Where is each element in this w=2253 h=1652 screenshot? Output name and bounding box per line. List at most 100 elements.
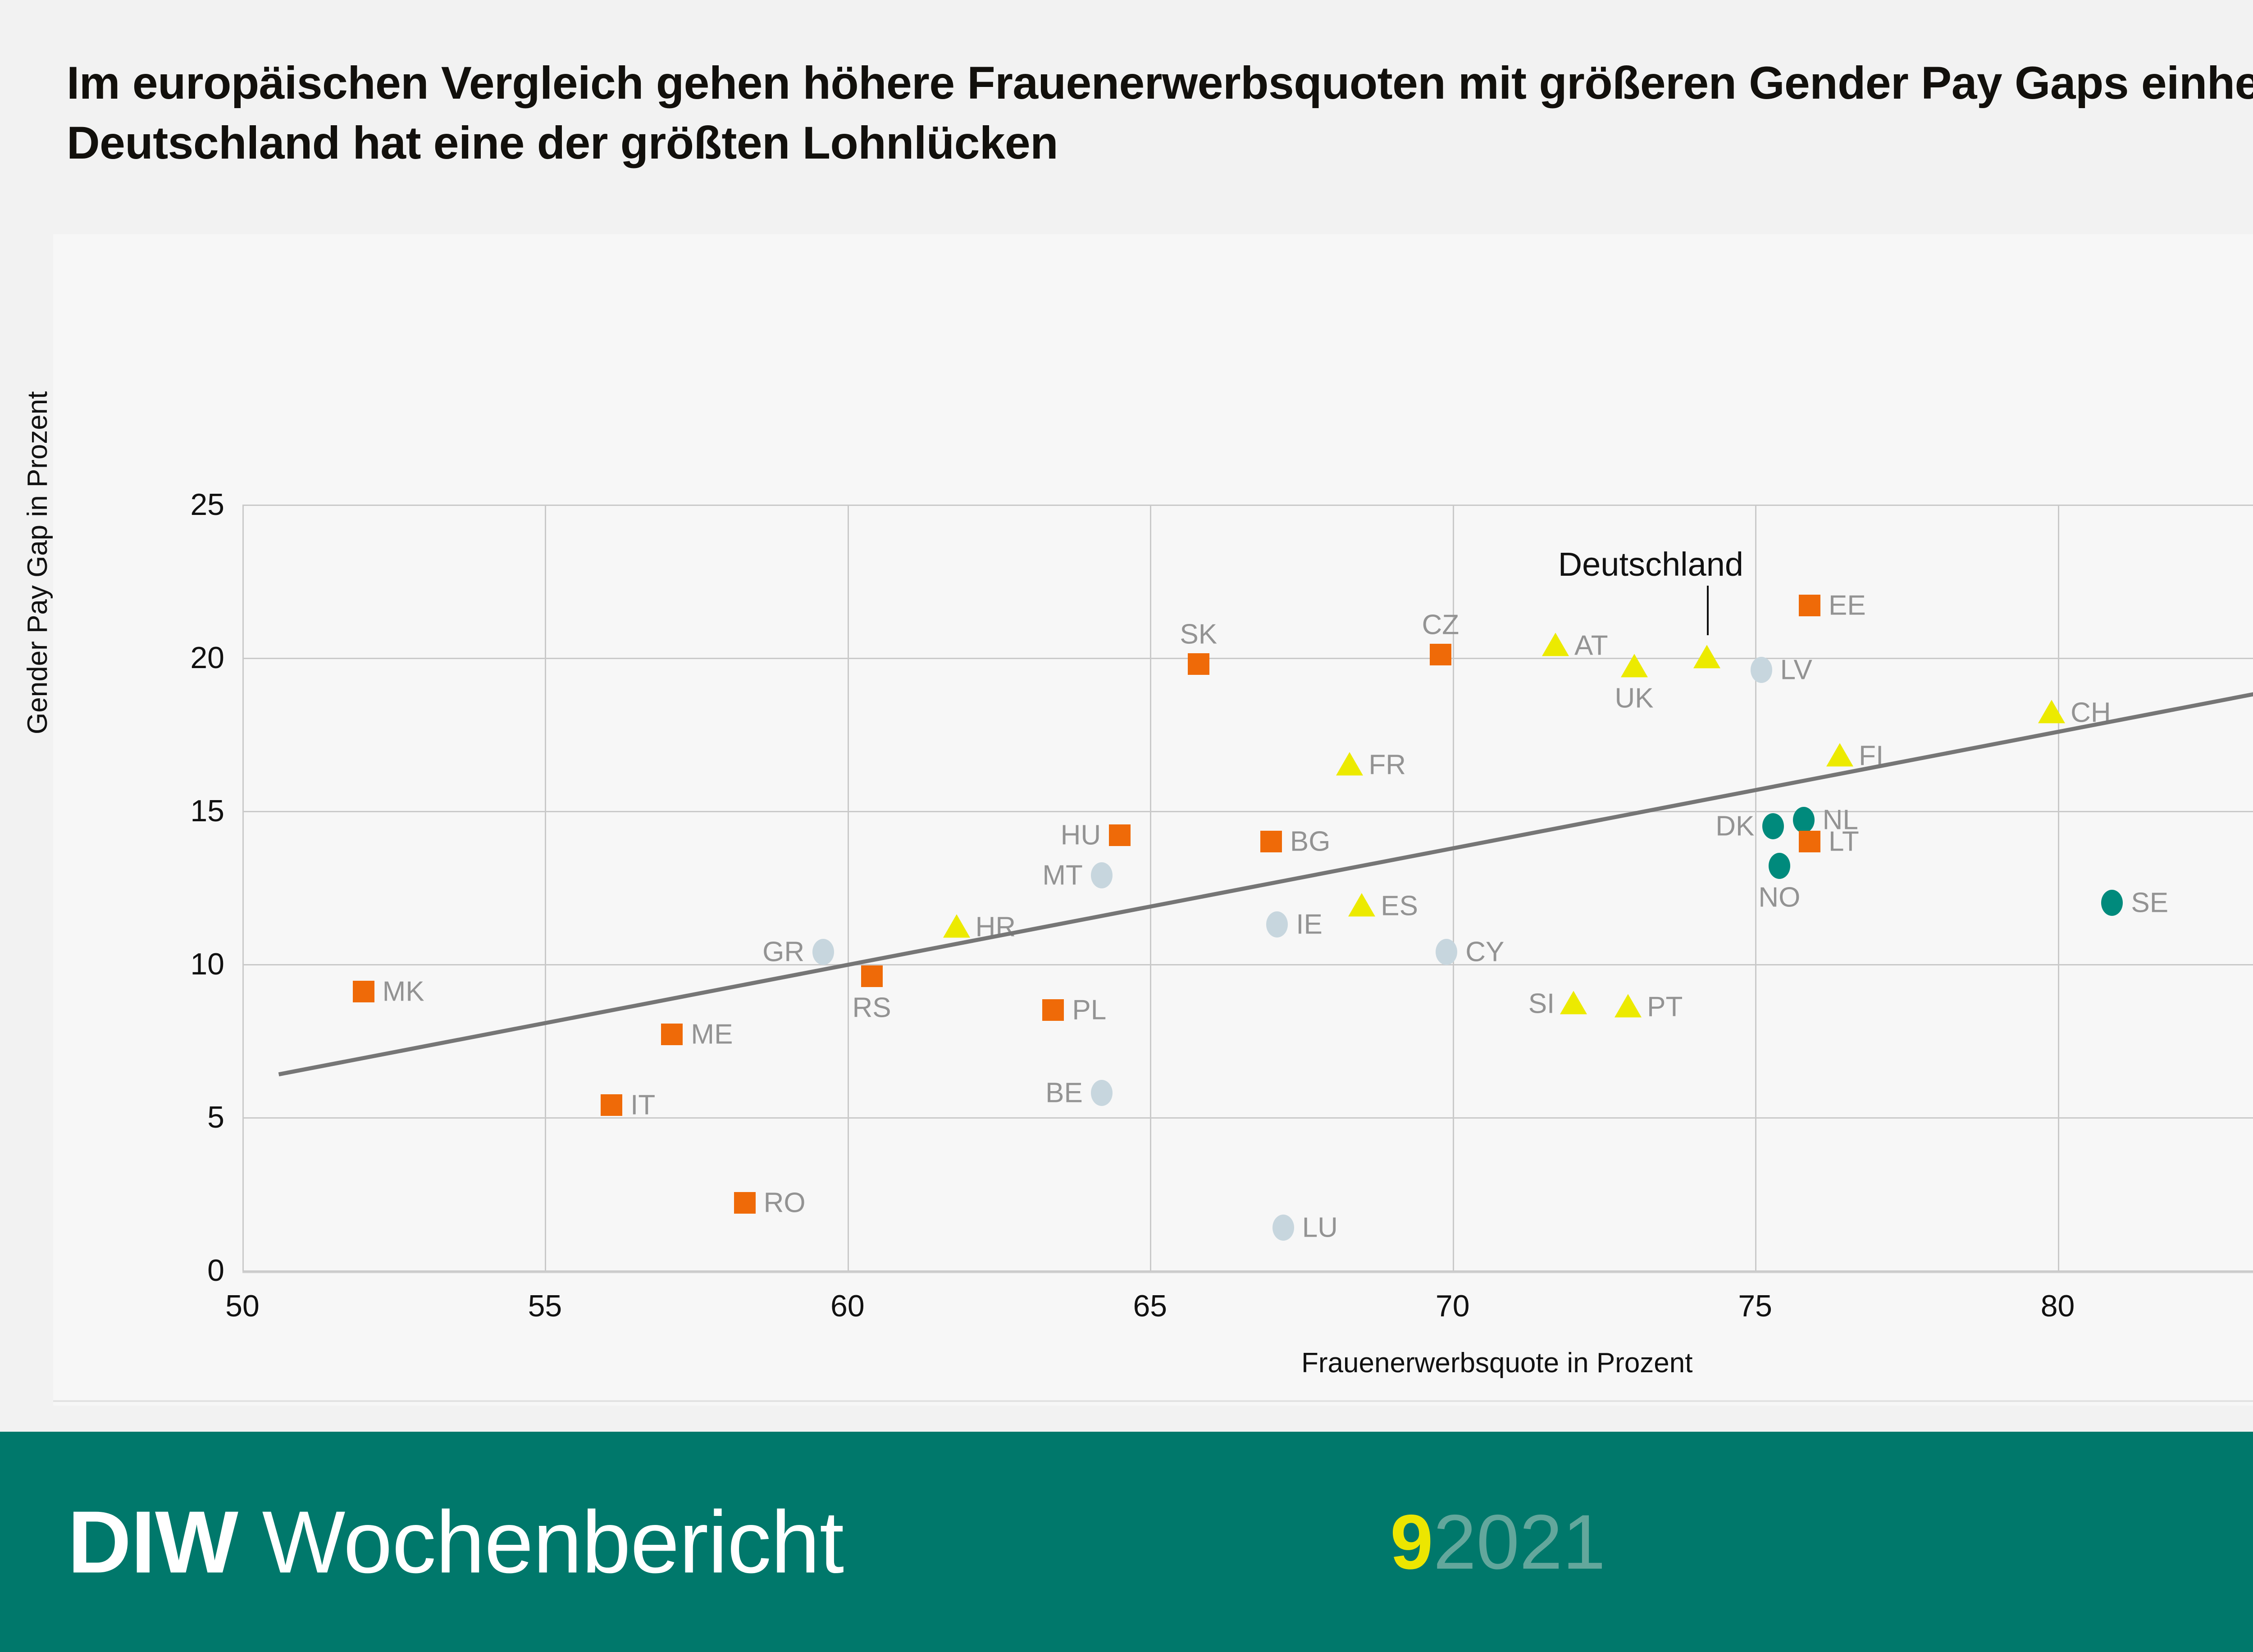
data-point-label-ro: RO	[763, 1187, 806, 1219]
data-point-ee	[1799, 595, 1820, 617]
y-axis-ticks: 0 5 10 15 20 25	[134, 487, 224, 1288]
data-point-ie	[1266, 911, 1288, 937]
x-tick-label: 75	[1738, 1289, 1772, 1323]
data-point-se	[2101, 890, 2123, 916]
footer-brand: DIW Wochenbericht	[68, 1491, 844, 1593]
data-point-be	[1090, 1079, 1113, 1106]
data-point-hu	[1109, 824, 1131, 846]
x-tick-label: 65	[1133, 1289, 1168, 1323]
data-point-mk	[352, 981, 374, 1003]
data-point-label-lv: LV	[1780, 654, 1812, 686]
data-point-lv	[1750, 657, 1772, 683]
data-point-label-cz: CZ	[1422, 609, 1459, 641]
x-tick-label: 80	[2040, 1289, 2075, 1323]
y-axis-label: Gender Pay Gap in Prozent	[22, 391, 53, 734]
data-point-label-nl: NL	[1822, 804, 1858, 836]
gridline-vertical	[1452, 505, 1454, 1270]
data-point-lu	[1272, 1214, 1294, 1241]
gridline-horizontal	[242, 1270, 2253, 1272]
data-point-label-se: SE	[2131, 887, 2169, 919]
deutschland-annotation-leader	[1706, 586, 1709, 635]
panel-divider	[53, 1400, 2253, 1402]
data-point-no	[1768, 853, 1790, 879]
gridline-horizontal	[242, 1117, 2253, 1119]
gridline-horizontal	[242, 505, 2253, 506]
data-point-gr	[812, 938, 835, 965]
issue-number: 9	[1390, 1498, 1433, 1585]
data-point-label-rs: RS	[852, 992, 891, 1024]
gridline-horizontal	[242, 658, 2253, 659]
footer-brand-rest: Wochenbericht	[238, 1493, 844, 1591]
data-point-bg	[1260, 831, 1282, 852]
data-point-pt	[1614, 994, 1642, 1018]
footer-brand-bold: DIW	[68, 1493, 238, 1591]
data-point-label-ee: EE	[1829, 590, 1866, 621]
data-point-es	[1348, 893, 1376, 917]
title-line-2: Deutschland hat eine der größten Lohnlüc…	[67, 117, 1058, 168]
x-axis-line	[242, 1270, 2253, 1273]
data-point-it	[601, 1094, 623, 1116]
data-point-label-gr: GR	[762, 936, 805, 968]
data-point-label-me: ME	[691, 1019, 733, 1050]
data-point-ch	[2038, 700, 2066, 724]
footer-bar: DIW Wochenbericht 92021 DIW BERLIN	[0, 1432, 2253, 1652]
deutschland-annotation-label: Deutschland	[1558, 546, 1744, 583]
y-tick-label: 10	[190, 947, 224, 981]
gridline-horizontal	[242, 964, 2253, 965]
data-point-lt	[1799, 831, 1820, 852]
gridline-vertical	[2057, 505, 2059, 1270]
x-tick-label: 60	[830, 1289, 865, 1323]
data-point-cy	[1436, 938, 1458, 965]
data-point-label-pt: PT	[1647, 991, 1683, 1023]
data-point-label-es: ES	[1381, 890, 1418, 922]
data-point-nl	[1792, 807, 1815, 833]
data-point-de	[1693, 645, 1720, 669]
data-point-label-ie: IE	[1296, 909, 1323, 940]
data-point-label-no: NO	[1758, 882, 1801, 913]
data-point-sk	[1187, 653, 1209, 675]
data-point-mt	[1090, 862, 1113, 888]
title-line-1: Im europäischen Vergleich gehen höhere F…	[67, 57, 2253, 109]
data-point-ro	[734, 1192, 756, 1214]
gridline-vertical	[545, 505, 547, 1270]
trend-line	[278, 692, 2253, 1077]
data-point-rs	[861, 965, 883, 988]
data-point-label-lu: LU	[1302, 1212, 1338, 1243]
data-point-me	[661, 1024, 683, 1046]
data-point-label-cy: CY	[1465, 936, 1505, 968]
chart-panel: Gender Pay Gap in Prozent Frauenerwerbsq…	[22, 234, 2253, 1606]
issue-info: 92021	[1390, 1497, 1605, 1587]
data-point-label-mt: MT	[1042, 860, 1083, 891]
y-tick-label: 20	[190, 641, 224, 675]
data-point-si	[1560, 991, 1587, 1015]
gridline-vertical	[847, 505, 849, 1270]
x-tick-label: 70	[1435, 1289, 1470, 1323]
data-point-pl	[1042, 999, 1064, 1021]
data-point-label-sk: SK	[1180, 619, 1218, 650]
data-point-label-mk: MK	[382, 976, 424, 1007]
data-point-label-fr: FR	[1368, 749, 1406, 781]
data-point-hr	[943, 914, 970, 938]
gridline-vertical	[1150, 505, 1152, 1270]
data-point-label-at: AT	[1574, 630, 1608, 661]
data-point-label-dk: DK	[1715, 810, 1755, 842]
data-point-fi	[1826, 742, 1854, 766]
x-axis-label: Frauenerwerbsquote in Prozent	[1301, 1347, 1693, 1379]
trend-line-segment	[278, 692, 2253, 1077]
y-tick-label: 15	[190, 794, 224, 828]
x-tick-label: 50	[225, 1289, 260, 1323]
gridline-vertical	[242, 505, 244, 1270]
data-point-label-uk: UK	[1614, 683, 1654, 714]
x-tick-label: 55	[528, 1289, 562, 1323]
data-point-label-bg: BG	[1290, 826, 1331, 857]
data-point-fr	[1336, 752, 1364, 776]
data-point-label-hu: HU	[1060, 819, 1101, 851]
data-point-label-pl: PL	[1072, 994, 1107, 1026]
data-point-uk	[1620, 654, 1648, 678]
data-point-label-si: SI	[1528, 988, 1555, 1019]
issue-year: 2021	[1433, 1498, 1606, 1585]
data-point-dk	[1762, 813, 1784, 839]
data-point-cz	[1429, 644, 1451, 666]
page-title: Im europäischen Vergleich gehen höhere F…	[67, 53, 2253, 173]
y-tick-label: 0	[207, 1253, 224, 1288]
